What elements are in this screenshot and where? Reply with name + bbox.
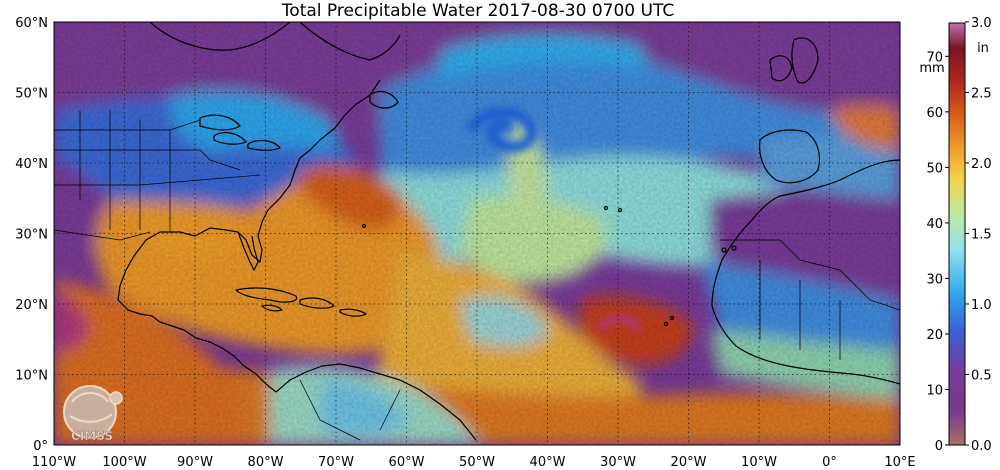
cimss-globe-icon: [63, 385, 117, 439]
colorbar-mm-label-7: 70: [926, 50, 943, 65]
colorbar-mm-label-1: 10: [926, 383, 943, 398]
colorbar-in-label-1: 0.5: [971, 368, 992, 383]
colorbar-in-label-3: 1.5: [971, 227, 992, 242]
colorbar-mm-unit: mm: [919, 61, 944, 76]
lon-tick-label-3: 80°W: [248, 455, 284, 470]
graticule: [54, 22, 900, 445]
lon-tick-label-6: 50°W: [459, 455, 495, 470]
colorbar: 0 10 20 30 40 50 60 70 0.0 0.5 1.0 1.5 2.0 2.5 3.0 mm…: [919, 16, 991, 454]
map-title: Total Precipitable Water 2017-08-30 0700…: [281, 1, 674, 21]
lon-tick-label-12: 10°E: [884, 455, 915, 470]
colorbar-mm-label-6: 60: [926, 106, 943, 121]
lon-tick-label-10: 10°W: [741, 455, 777, 470]
lon-tick-label-7: 40°W: [530, 455, 566, 470]
colorbar-in-ticks: 0.0 0.5 1.0 1.5 2.0 2.5 3.0: [965, 16, 992, 454]
coastlines: [117, 22, 900, 441]
colorbar-in-label-4: 2.0: [971, 157, 992, 172]
lat-tick-label-2: 40°N: [15, 157, 48, 172]
political-borders: [54, 110, 900, 441]
lon-tick-label-9: 20°W: [671, 455, 707, 470]
colorbar-ramp: [948, 22, 966, 446]
lon-tick-label-2: 90°W: [177, 455, 213, 470]
colorbar-in-label-6: 3.0: [971, 16, 992, 31]
lat-tick-label-0: 60°N: [15, 16, 48, 31]
lon-tick-label-4: 70°W: [318, 455, 354, 470]
lon-tick-label-8: 30°W: [600, 455, 636, 470]
colorbar-mm-label-2: 20: [926, 328, 943, 343]
cimss-logo-text: CIMSS: [71, 429, 113, 443]
lon-tick-label-5: 60°W: [389, 455, 425, 470]
lon-tick-label-11: 0°: [822, 455, 837, 470]
colorbar-in-unit: in: [977, 41, 989, 56]
colorbar-in-label-0: 0.0: [971, 439, 992, 454]
lon-tick-label-1: 100°W: [102, 455, 146, 470]
lat-tick-label-6: 0°: [33, 439, 48, 454]
colorbar-in-label-2: 1.0: [971, 298, 992, 313]
colorbar-in-label-5: 2.5: [971, 86, 992, 101]
colorbar-mm-label-0: 0: [935, 439, 943, 454]
colorbar-mm-label-4: 40: [926, 217, 943, 232]
lat-tick-label-1: 50°N: [15, 87, 48, 102]
cimss-logo: CIMSS: [63, 385, 123, 443]
latitude-axis: 60°N 50°N 40°N 30°N 20°N 10°N 0°: [15, 16, 48, 454]
colorbar-mm-label-3: 30: [926, 272, 943, 287]
lon-tick-label-0: 110°W: [32, 455, 76, 470]
lat-tick-label-5: 10°N: [15, 369, 48, 384]
lat-tick-label-4: 20°N: [15, 298, 48, 313]
longitude-axis: 110°W 100°W 90°W 80°W 70°W 60°W 50°W 40°W 30°W 20…: [32, 455, 916, 470]
lat-tick-label-3: 30°N: [15, 228, 48, 243]
colorbar-mm-ticks: 0 10 20 30 40 50 60 70: [926, 50, 949, 454]
map-frame: [53, 21, 901, 446]
colorbar-mm-label-5: 50: [926, 161, 943, 176]
